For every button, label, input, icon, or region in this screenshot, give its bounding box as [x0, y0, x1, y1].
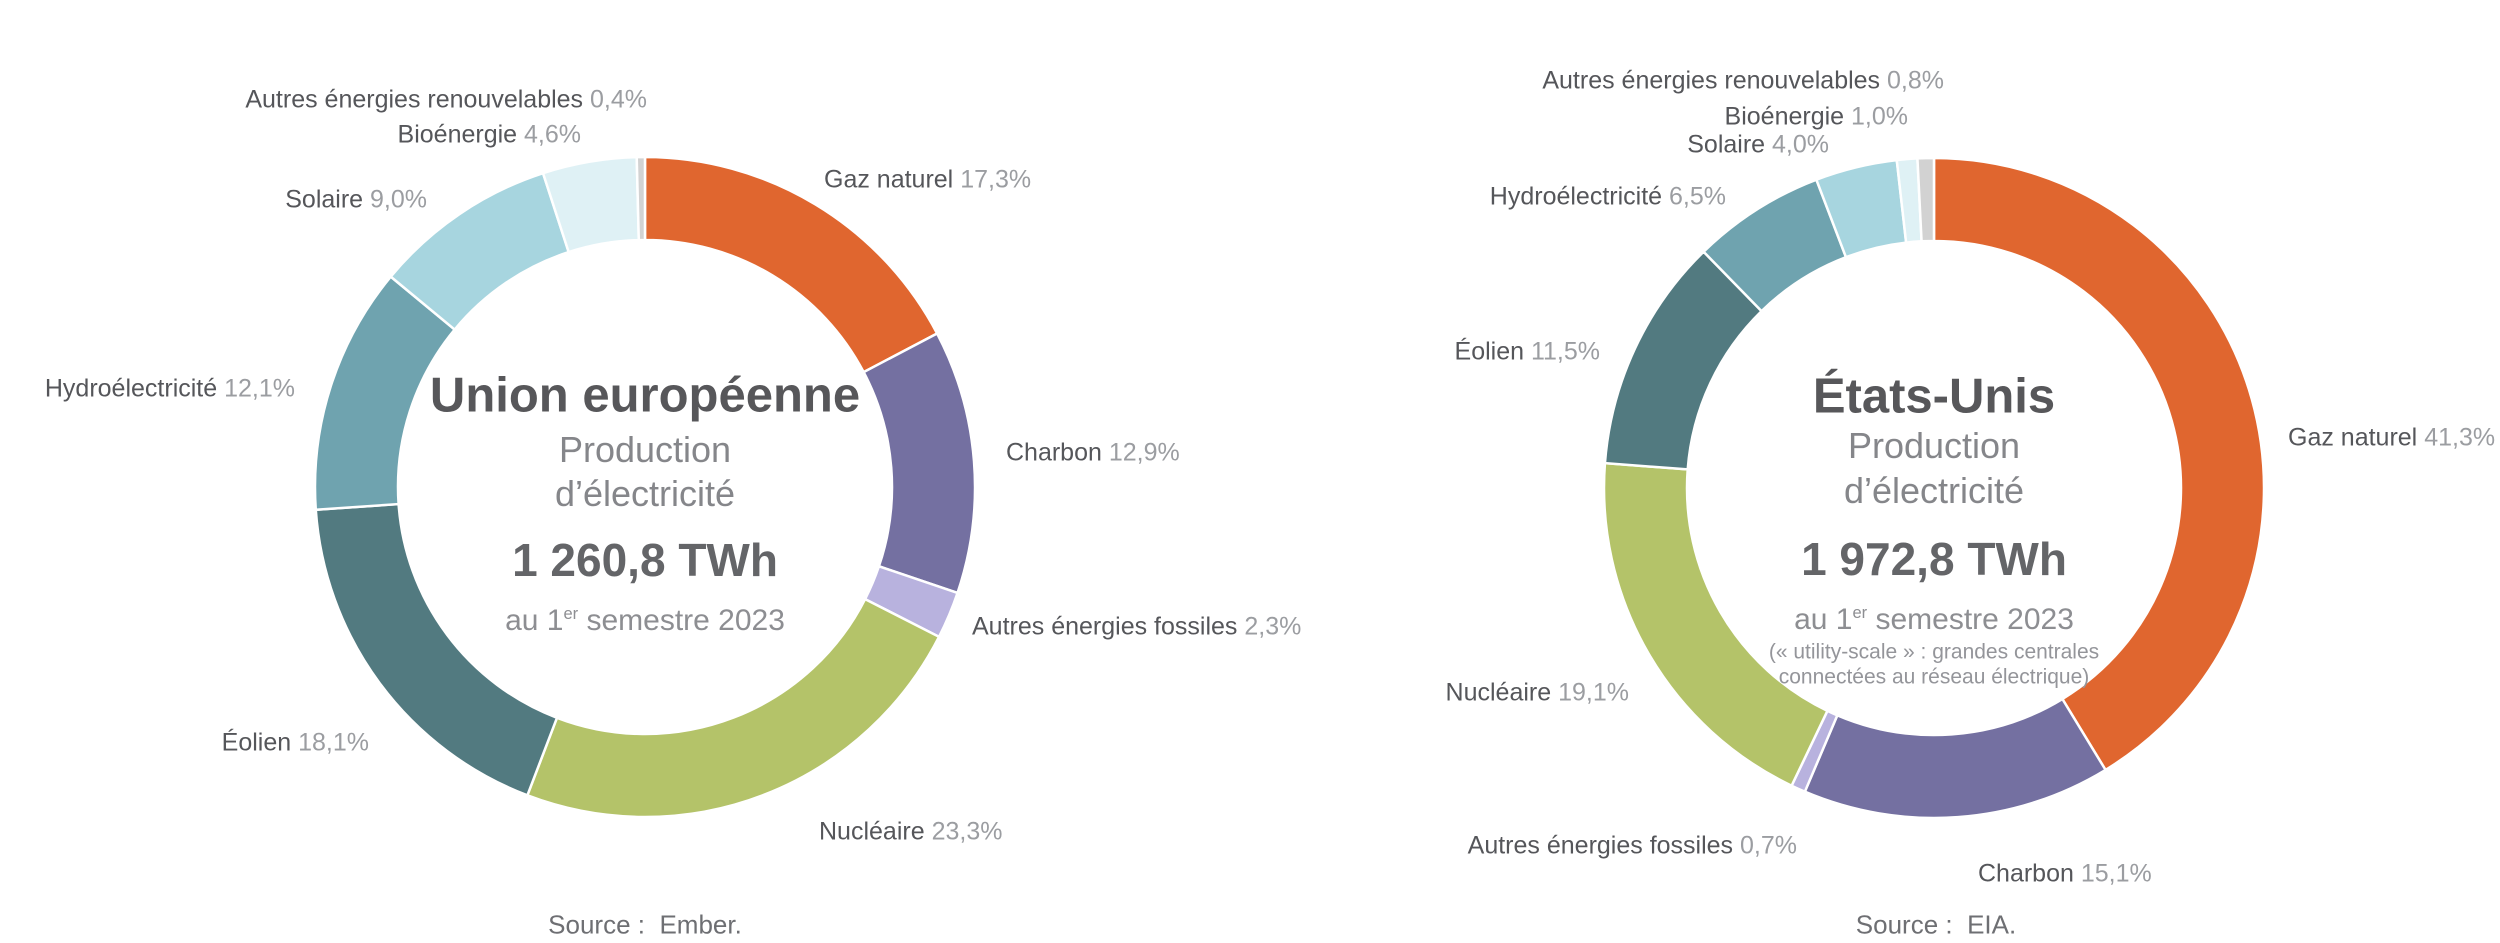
- us-period-prefix: au 1: [1794, 603, 1853, 636]
- us-label-autres-fossiles: Autres énergies fossiles 0,7%: [1467, 831, 1797, 860]
- us-period: au 1er semestre 2023: [1794, 605, 2074, 635]
- slice-eu-8: [635, 155, 647, 242]
- us-note-line2: connectées au réseau électrique): [1778, 665, 2090, 689]
- eu-label-autres-renouvelables: Autres énergies renouvelables 0,4%: [245, 85, 647, 114]
- us-label-eolien: Éolien 11,5%: [1454, 337, 1600, 366]
- us-period-suffix: semestre 2023: [1867, 603, 2074, 636]
- eu-label-eolien: Éolien 18,1%: [221, 728, 369, 757]
- eu-label-charbon: Charbon 12,9%: [1006, 438, 1180, 467]
- us-label-hydro: Hydroélectricité 6,5%: [1489, 182, 1726, 211]
- eu-donut-chart: [295, 137, 995, 837]
- us-label-solaire: Solaire 4,0%: [1687, 130, 1829, 159]
- slice-us-1: [1803, 697, 2108, 820]
- eu-label-nucleaire: Nucléaire 23,3%: [819, 817, 1003, 846]
- us-subtitle-line2: d’électricité: [1843, 470, 2025, 511]
- slice-us-8: [1916, 156, 1936, 243]
- us-period-sup: er: [1852, 604, 1868, 622]
- us-label-gaz-naturel: Gaz naturel 41,3%: [2288, 423, 2496, 452]
- eu-label-autres-fossiles: Autres énergies fossiles 2,3%: [972, 612, 1302, 641]
- eu-title: Union européenne: [429, 368, 861, 423]
- us-source: Source : EIA.: [1855, 909, 2017, 940]
- Union européenne-donut-svg: [313, 155, 977, 819]
- eu-subtitle-line1: Production: [558, 429, 732, 470]
- us-label-charbon: Charbon 15,1%: [1978, 859, 2152, 888]
- slice-eu-1: [861, 331, 977, 595]
- eu-period-suffix: semestre 2023: [578, 604, 785, 637]
- eu-period: au 1er semestre 2023: [505, 606, 785, 636]
- us-title: États-Unis: [1812, 369, 2056, 424]
- us-note-line1: (« utility-scale » : grandes centrales: [1768, 640, 2100, 664]
- eu-label-hydro: Hydroélectricité 12,1%: [44, 374, 295, 403]
- eu-source: Source : Ember.: [548, 909, 742, 940]
- us-label-autres-renouvelables: Autres énergies renouvelables 0,8%: [1542, 66, 1944, 95]
- us-total-twh: 1 972,8 TWh: [1801, 533, 2067, 585]
- eu-period-sup: er: [563, 605, 579, 623]
- États-Unis-donut-svg: [1602, 156, 2266, 820]
- eu-subtitle-line2: d’électricité: [554, 473, 736, 514]
- eu-label-gaz-naturel: Gaz naturel 17,3%: [824, 165, 1032, 194]
- slice-us-0: [1932, 156, 2266, 772]
- us-label-bioenergie: Bioénergie 1,0%: [1724, 102, 1908, 131]
- us-label-nucleaire: Nucléaire 19,1%: [1445, 678, 1629, 707]
- eu-label-solaire: Solaire 9,0%: [285, 185, 427, 214]
- eu-period-prefix: au 1: [505, 604, 564, 637]
- eu-total-twh: 1 260,8 TWh: [512, 534, 778, 586]
- us-subtitle-line1: Production: [1847, 425, 2021, 466]
- us-donut-chart: [1584, 138, 2284, 838]
- eu-label-bioenergie: Bioénergie 4,6%: [397, 120, 581, 149]
